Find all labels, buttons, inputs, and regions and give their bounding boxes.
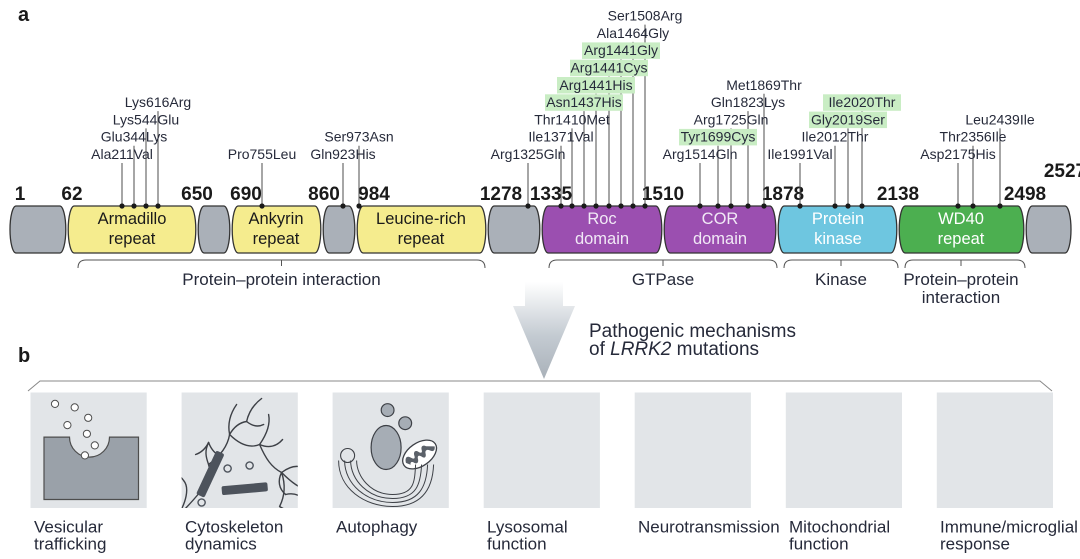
svg-text:2138: 2138 (877, 184, 919, 205)
svg-text:WD40: WD40 (938, 210, 984, 228)
svg-text:860: 860 (308, 184, 340, 205)
svg-text:Ser973Asn: Ser973Asn (324, 129, 393, 145)
svg-text:Roc: Roc (587, 210, 616, 228)
svg-text:984: 984 (358, 184, 390, 205)
svg-text:Ala1464Gly: Ala1464Gly (597, 25, 669, 41)
svg-text:2498: 2498 (1004, 184, 1046, 205)
svg-text:Protein–protein interaction: Protein–protein interaction (182, 270, 380, 289)
svg-text:Thr1410Met: Thr1410Met (534, 111, 610, 127)
svg-text:Gln923His: Gln923His (310, 146, 375, 162)
svg-text:1: 1 (15, 184, 26, 205)
svg-text:Ile1991Val: Ile1991Val (767, 146, 832, 162)
svg-text:Glu344Lys: Glu344Lys (101, 129, 167, 145)
svg-text:690: 690 (230, 184, 262, 205)
svg-text:interaction: interaction (922, 288, 1000, 307)
svg-text:Pro755Leu: Pro755Leu (228, 146, 297, 162)
svg-text:response: response (940, 535, 1010, 554)
svg-text:Ser1508Arg: Ser1508Arg (608, 8, 683, 24)
svg-text:COR: COR (702, 210, 739, 228)
svg-text:Thr2356Ile: Thr2356Ile (940, 129, 1007, 145)
svg-text:Ile2012Thr: Ile2012Thr (802, 129, 869, 145)
svg-text:Arg1514Gln: Arg1514Gln (663, 146, 738, 162)
svg-text:Arg1441Cys: Arg1441Cys (570, 60, 647, 76)
svg-text:trafficking: trafficking (34, 535, 106, 554)
svg-text:repeat: repeat (109, 230, 156, 248)
svg-text:Asn1437His: Asn1437His (546, 94, 622, 110)
svg-text:1278: 1278 (480, 184, 522, 205)
svg-text:repeat: repeat (398, 230, 445, 248)
svg-text:Protein–protein: Protein–protein (903, 270, 1018, 289)
svg-text:Neurotransmission: Neurotransmission (638, 518, 780, 537)
svg-text:Arg1325Gln: Arg1325Gln (491, 146, 566, 162)
svg-text:Ala211Val: Ala211Val (91, 146, 153, 162)
svg-text:1878: 1878 (762, 184, 804, 205)
svg-text:Armadillo: Armadillo (98, 210, 167, 228)
svg-text:1335: 1335 (530, 184, 573, 205)
svg-text:GTPase: GTPase (632, 270, 694, 289)
svg-text:650: 650 (181, 184, 213, 205)
svg-text:Kinase: Kinase (815, 270, 867, 289)
svg-text:Tyr1699Cys: Tyr1699Cys (681, 129, 756, 145)
svg-text:Ile2020Thr: Ile2020Thr (829, 94, 896, 110)
svg-text:Arg1725Gln: Arg1725Gln (694, 111, 769, 127)
svg-text:of LRRK2 mutations: of LRRK2 mutations (589, 339, 759, 360)
svg-text:Lys544Glu: Lys544Glu (113, 111, 179, 127)
svg-text:Gly2019Ser: Gly2019Ser (811, 111, 885, 127)
svg-text:domain: domain (575, 230, 629, 248)
svg-text:Met1869Thr: Met1869Thr (726, 77, 802, 93)
svg-text:1510: 1510 (642, 184, 684, 205)
svg-text:Leu2439Ile: Leu2439Ile (965, 111, 1035, 127)
svg-text:repeat: repeat (253, 230, 300, 248)
svg-text:Leucine-rich: Leucine-rich (376, 210, 466, 228)
svg-text:Gln1823Lys: Gln1823Lys (711, 94, 785, 110)
svg-text:dynamics: dynamics (185, 535, 257, 554)
svg-text:Arg1441Gly: Arg1441Gly (584, 42, 658, 58)
svg-text:Protein: Protein (812, 210, 864, 228)
svg-text:function: function (487, 535, 547, 554)
svg-text:Lys616Arg: Lys616Arg (125, 94, 191, 110)
svg-text:Asp2175His: Asp2175His (920, 146, 996, 162)
svg-text:kinase: kinase (814, 230, 862, 248)
svg-text:2527: 2527 (1044, 161, 1080, 182)
svg-text:62: 62 (61, 184, 82, 205)
svg-text:Autophagy: Autophagy (336, 518, 418, 537)
svg-text:Ile1371Val: Ile1371Val (528, 129, 593, 145)
svg-text:Ankyrin: Ankyrin (248, 210, 303, 228)
svg-text:repeat: repeat (938, 230, 985, 248)
svg-text:domain: domain (693, 230, 747, 248)
svg-text:Arg1441His: Arg1441His (559, 77, 632, 93)
svg-text:function: function (789, 535, 849, 554)
